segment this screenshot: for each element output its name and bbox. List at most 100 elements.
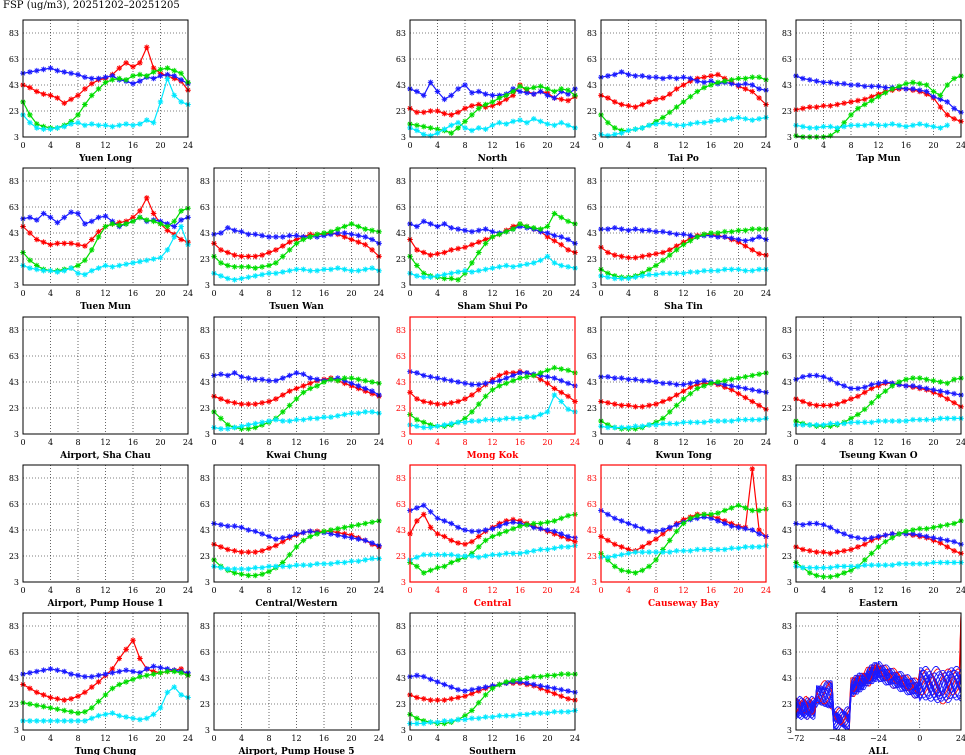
data-point-red — [75, 92, 81, 99]
data-point-red — [565, 393, 571, 400]
data-point-cyan — [137, 716, 143, 723]
data-point-blue — [531, 524, 537, 531]
data-point-red — [951, 116, 957, 122]
data-point-green — [544, 223, 551, 230]
data-point-blue — [475, 227, 482, 234]
x-tick-label: 12 — [100, 438, 110, 447]
data-point-green — [660, 257, 666, 264]
y-tick-label: 3 — [14, 578, 19, 587]
data-point-red — [475, 533, 482, 540]
data-point-cyan — [834, 563, 840, 570]
data-point-green — [300, 537, 307, 544]
data-point-green — [524, 374, 530, 380]
data-point-green — [517, 83, 523, 90]
data-point-green — [544, 86, 551, 92]
data-point-red — [855, 393, 861, 400]
data-point-red — [279, 243, 286, 249]
data-point-green — [503, 528, 510, 535]
data-point-blue — [653, 74, 659, 80]
data-point-green — [537, 673, 544, 680]
data-point-green — [930, 88, 937, 95]
data-point-cyan — [334, 265, 341, 271]
data-point-cyan — [841, 123, 847, 130]
data-point-red — [820, 103, 827, 109]
data-point-red — [420, 696, 427, 702]
data-point-blue — [800, 75, 806, 82]
data-point-red — [951, 400, 957, 406]
data-point-cyan — [455, 553, 461, 559]
data-point-cyan — [875, 122, 882, 129]
y-tick-label: 63 — [9, 648, 19, 657]
data-point-green — [544, 367, 551, 374]
x-tick-label: 0 — [20, 586, 25, 595]
data-point-red — [653, 96, 659, 103]
y-tick-label: 83 — [587, 474, 597, 483]
data-point-cyan — [537, 118, 544, 125]
data-point-red — [475, 101, 482, 108]
data-point-blue — [618, 69, 625, 75]
data-point-red — [293, 236, 300, 243]
data-point-green — [420, 570, 427, 576]
data-point-blue — [537, 683, 544, 689]
data-point-red — [137, 655, 143, 662]
data-point-red — [660, 531, 666, 537]
data-point-green — [531, 520, 537, 527]
data-point-blue — [722, 520, 728, 527]
data-point-cyan — [102, 711, 109, 718]
data-point-red — [130, 64, 136, 70]
data-point-cyan — [475, 125, 482, 131]
data-point-cyan — [286, 418, 293, 424]
data-point-blue — [632, 376, 639, 383]
station-label: Sham Shui Po — [457, 302, 527, 312]
data-point-red — [355, 239, 362, 245]
data-point-blue — [475, 381, 482, 388]
data-point-cyan — [807, 422, 813, 428]
data-point-red — [89, 80, 95, 87]
data-point-red — [307, 380, 314, 387]
data-point-green — [687, 390, 694, 397]
data-point-green — [903, 80, 909, 87]
data-point-cyan — [742, 116, 749, 122]
data-point-blue — [334, 532, 341, 538]
data-point-cyan — [469, 418, 475, 424]
data-point-green — [245, 264, 252, 270]
data-point-cyan — [355, 410, 362, 416]
data-point-cyan — [143, 117, 150, 123]
data-point-blue — [441, 681, 448, 688]
y-tick-label: 3 — [592, 281, 597, 290]
data-point-blue — [420, 218, 427, 225]
y-tick-label: 63 — [782, 55, 792, 64]
data-point-cyan — [882, 122, 889, 129]
data-point-cyan — [917, 561, 923, 567]
data-point-cyan — [178, 99, 184, 105]
station-label: Tsuen Wan — [269, 302, 324, 312]
data-point-cyan — [848, 563, 854, 570]
data-point-red — [680, 388, 687, 394]
y-tick-label: 83 — [587, 177, 597, 186]
data-point-blue — [605, 511, 611, 518]
y-tick-label: 23 — [587, 107, 597, 116]
y-tick-label: 3 — [14, 430, 19, 439]
data-point-cyan — [334, 559, 341, 566]
data-point-blue — [558, 234, 564, 240]
data-point-green — [482, 393, 489, 400]
data-point-green — [448, 559, 455, 566]
data-point-cyan — [841, 420, 847, 427]
data-point-blue — [68, 209, 74, 215]
data-point-cyan — [807, 564, 813, 571]
data-point-blue — [612, 71, 618, 78]
data-point-blue — [680, 381, 687, 388]
data-point-cyan — [137, 258, 143, 265]
data-point-green — [749, 372, 755, 379]
y-tick-label: 3 — [401, 726, 406, 735]
data-point-blue — [286, 232, 293, 239]
data-point-red — [238, 401, 245, 407]
data-point-cyan — [517, 117, 523, 123]
data-point-blue — [820, 374, 827, 380]
data-point-cyan — [896, 418, 902, 424]
y-tick-label: 43 — [782, 526, 792, 535]
data-point-cyan — [875, 562, 882, 568]
y-tick-label: 83 — [396, 29, 406, 38]
x-tick-label: 20 — [733, 289, 743, 298]
data-point-cyan — [321, 266, 327, 273]
